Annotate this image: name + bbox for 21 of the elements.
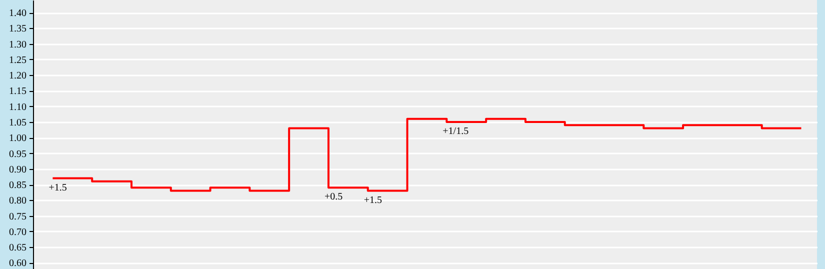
y-tick-label: 1.15 <box>9 86 26 98</box>
y-tick-label: 0.65 <box>9 242 26 254</box>
y-tick-label: 0.60 <box>9 258 26 269</box>
y-tick-label: 0.70 <box>9 226 26 238</box>
y-tick-label: 1.35 <box>9 24 26 35</box>
y-tick-label: 1.00 <box>9 133 26 144</box>
annotation: +1/1.5 <box>442 126 469 137</box>
annotation: +1.5 <box>48 182 67 194</box>
y-tick-label: 1.05 <box>9 117 26 128</box>
y-tick-label: 1.25 <box>9 54 26 66</box>
y-tick-label: 1.10 <box>9 102 26 113</box>
y-tick-label: 1.30 <box>9 39 26 50</box>
y-tick-label: 0.90 <box>9 164 26 176</box>
y-tick-label: 0.80 <box>9 196 26 207</box>
y-tick-label: 1.20 <box>9 70 26 82</box>
y-tick-label: 1.40 <box>9 8 26 20</box>
annotation: +0.5 <box>324 192 343 203</box>
y-tick-label: 0.85 <box>9 180 26 192</box>
y-tick-label: 0.95 <box>9 148 26 160</box>
y-tick-label: 0.75 <box>9 211 26 222</box>
annotation: +1.5 <box>364 194 382 206</box>
